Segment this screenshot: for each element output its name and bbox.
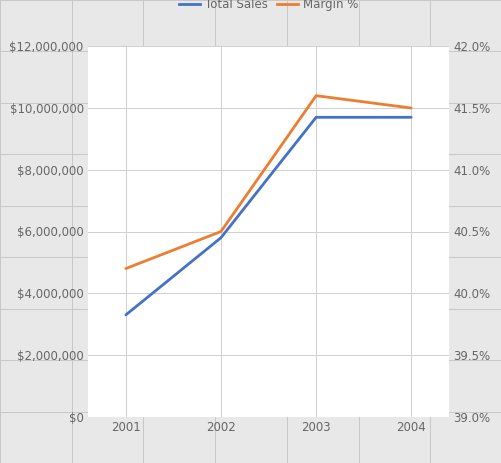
Legend: Total Sales, Margin %: Total Sales, Margin % — [174, 0, 362, 15]
